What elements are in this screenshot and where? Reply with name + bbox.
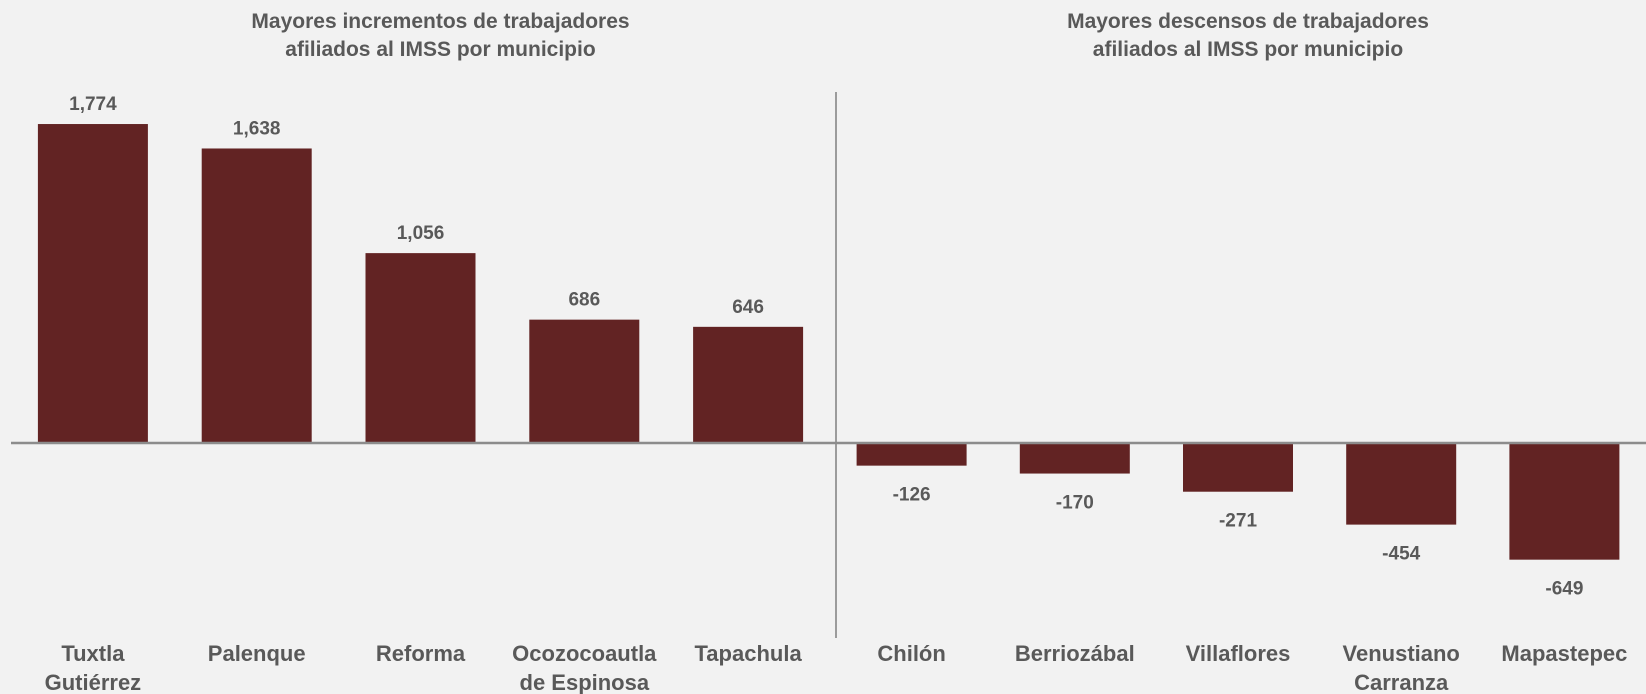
value-label: 1,056	[397, 223, 445, 244]
x-tick-label: de Espinosa	[520, 670, 650, 694]
value-label: 686	[568, 290, 600, 311]
bar	[1509, 442, 1620, 560]
x-tick-label: Palenque	[208, 641, 306, 666]
bar	[1346, 442, 1457, 525]
value-label: -454	[1382, 544, 1420, 565]
value-label: 646	[732, 297, 764, 318]
x-tick-label: Tuxtla	[61, 641, 125, 666]
value-label: 1,638	[233, 118, 281, 139]
bar	[365, 253, 476, 443]
chart-title: afiliados al IMSS por municipio	[285, 38, 595, 61]
x-tick-label: Venustiano	[1343, 641, 1460, 666]
bar	[693, 326, 804, 443]
value-label: 1,774	[69, 94, 117, 115]
x-tick-label: Gutiérrez	[45, 670, 142, 694]
x-tick-label: Ocozocoautla	[512, 641, 657, 666]
x-tick-label: Mapastepec	[1501, 641, 1627, 666]
x-tick-label: Tapachula	[695, 641, 803, 666]
value-label: -649	[1545, 579, 1583, 600]
bar	[201, 148, 312, 443]
chart-title: Mayores incrementos de trabajadores	[251, 10, 629, 33]
x-tick-label: Carranza	[1354, 670, 1449, 694]
bar	[856, 442, 967, 466]
bar	[1019, 442, 1130, 474]
bar	[37, 124, 148, 443]
value-label: -126	[893, 485, 931, 506]
x-tick-label: Villaflores	[1186, 641, 1291, 666]
value-label: -271	[1219, 511, 1257, 532]
bar	[1183, 442, 1293, 492]
x-tick-label: Reforma	[376, 641, 466, 666]
x-tick-label: Berriozábal	[1015, 641, 1135, 666]
x-tick-label: Chilón	[877, 641, 945, 666]
chart-title: Mayores descensos de trabajadores	[1067, 10, 1429, 33]
chart-title: afiliados al IMSS por municipio	[1093, 38, 1403, 61]
bar	[529, 319, 640, 443]
value-label: -170	[1056, 493, 1094, 514]
